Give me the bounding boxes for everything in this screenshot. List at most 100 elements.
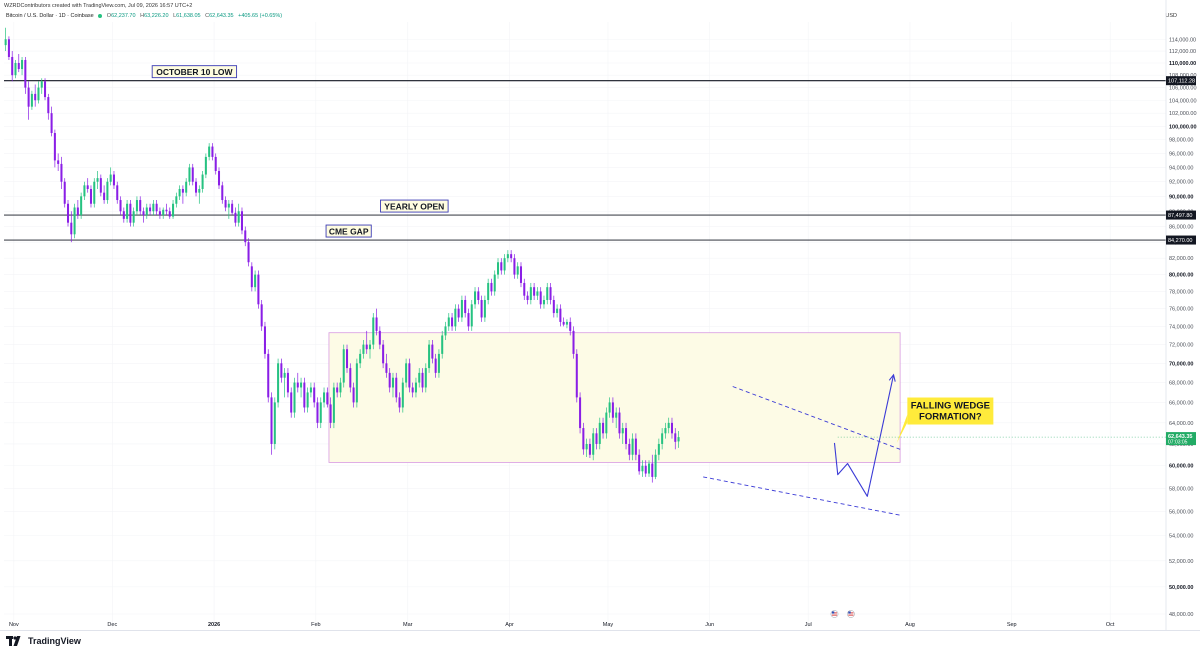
candle-body: [296, 382, 299, 388]
candle-body: [487, 282, 490, 300]
candle-body: [306, 392, 309, 408]
time-tick-label: Nov: [9, 622, 19, 628]
candle-body: [76, 207, 79, 216]
callout-box[interactable]: [907, 397, 994, 425]
candle-body: [395, 377, 398, 398]
candle-body: [172, 203, 175, 217]
candle-body: [556, 308, 559, 314]
candle-body: [408, 363, 411, 388]
callout-text: FALLING WEDGE: [911, 401, 990, 412]
candle-body: [674, 433, 677, 442]
flag-canton: [831, 611, 835, 614]
candle-body: [47, 97, 50, 114]
last-price-text: 62,643.35: [1168, 434, 1192, 440]
flag-stripe: [848, 612, 854, 614]
candle-body: [175, 196, 178, 204]
horizontal-levels[interactable]: OCTOBER 10 LOW YEARLY OPEN CME GAP: [4, 65, 1166, 241]
price-axis[interactable]: 114,000.00112,000.00110,000.00108,000.00…: [837, 0, 1197, 630]
candle-body: [93, 181, 96, 204]
wedge-lower-line[interactable]: [703, 476, 901, 516]
candles: [4, 27, 680, 483]
tradingview-logo[interactable]: TradingView: [6, 636, 81, 646]
candle-body: [621, 428, 624, 434]
candle-body: [391, 377, 394, 388]
time-tick-label: Oct: [1106, 622, 1115, 628]
candle-body: [280, 363, 283, 378]
candle-body: [57, 160, 60, 164]
candle-body: [195, 181, 198, 193]
candle-body: [375, 317, 378, 331]
candle-body: [165, 209, 168, 212]
candle-body: [414, 382, 417, 393]
candle-body: [14, 62, 17, 76]
close-letter: C: [205, 13, 210, 19]
candle-body: [503, 258, 506, 271]
candle-body: [254, 274, 257, 288]
level-label-box[interactable]: [325, 224, 372, 238]
candle-body: [63, 181, 66, 204]
candle-body: [533, 287, 536, 296]
candle-body: [352, 387, 355, 403]
candle-body: [11, 56, 14, 76]
chart-grid: [4, 22, 1166, 628]
candle-body: [277, 363, 280, 403]
level-price-tag-text: 84,270.00: [1168, 238, 1192, 244]
price-tick-label: 56,000.00: [1169, 510, 1193, 516]
candle-body: [122, 211, 125, 219]
level-label: OCTOBER 10 LOW: [156, 67, 233, 77]
time-tick-label: Jul: [805, 622, 812, 628]
candle-body: [441, 335, 444, 354]
candle-body: [457, 308, 460, 318]
time-tick-label: Aug: [905, 622, 915, 628]
price-chart[interactable]: OCTOBER 10 LOW YEARLY OPEN CME GAP FALLING…: [0, 0, 1200, 630]
price-tick-label: 100,000.00: [1169, 124, 1197, 130]
projection-path[interactable]: [833, 374, 895, 497]
candle-body: [145, 207, 148, 216]
candle-body: [237, 211, 240, 223]
candle-body: [467, 313, 470, 327]
symbol-legend[interactable]: Bitcoin / U.S. Dollar · 1D · Coinbase O6…: [6, 13, 285, 19]
candle-body: [99, 178, 102, 193]
wedge-upper-line[interactable]: [732, 386, 901, 450]
level-label-box[interactable]: [380, 199, 449, 213]
candle-body: [129, 203, 132, 223]
level-price-tag[interactable]: [1166, 210, 1196, 220]
price-tick-label: 92,000.00: [1169, 180, 1193, 186]
candle-body: [142, 211, 145, 216]
candle-body: [638, 454, 641, 472]
event-flag-icon[interactable]: [847, 610, 855, 618]
candle-body: [372, 317, 375, 345]
candle-body: [539, 291, 542, 305]
candle-body: [66, 203, 70, 223]
candle-body: [428, 344, 431, 369]
candle-body: [631, 438, 634, 455]
last-price-tag[interactable]: [1166, 432, 1196, 446]
candle-body: [480, 299, 483, 318]
candle-body: [424, 368, 427, 388]
candle-body: [388, 372, 391, 388]
level-label-box[interactable]: [151, 65, 238, 79]
price-tick-label: 66,000.00: [1169, 400, 1193, 406]
candle-body: [181, 188, 184, 193]
candle-body: [493, 274, 496, 292]
low-value: 61,638.05: [176, 13, 201, 19]
candle-body: [523, 282, 526, 296]
candle-body: [126, 203, 129, 219]
open-letter: O: [106, 13, 112, 19]
level-price-tag[interactable]: [1166, 76, 1196, 86]
candle-body: [7, 39, 10, 57]
candle-body: [470, 304, 473, 327]
level-price-tag[interactable]: [1166, 235, 1196, 245]
candle-body: [595, 433, 598, 444]
candle-body: [542, 299, 545, 305]
candle-body: [342, 349, 345, 383]
candle-body: [250, 266, 253, 288]
time-axis[interactable]: Nov Dec 2026 Feb Mar Apr May Jun Jul Aug Sep Oct: [9, 610, 1115, 628]
candle-body: [208, 146, 211, 157]
candle-body: [139, 200, 142, 212]
price-tick-label: 96,000.00: [1169, 151, 1193, 157]
us-flag-icon[interactable]: [830, 610, 839, 618]
candle-body: [565, 321, 568, 325]
candle-body: [290, 392, 293, 413]
